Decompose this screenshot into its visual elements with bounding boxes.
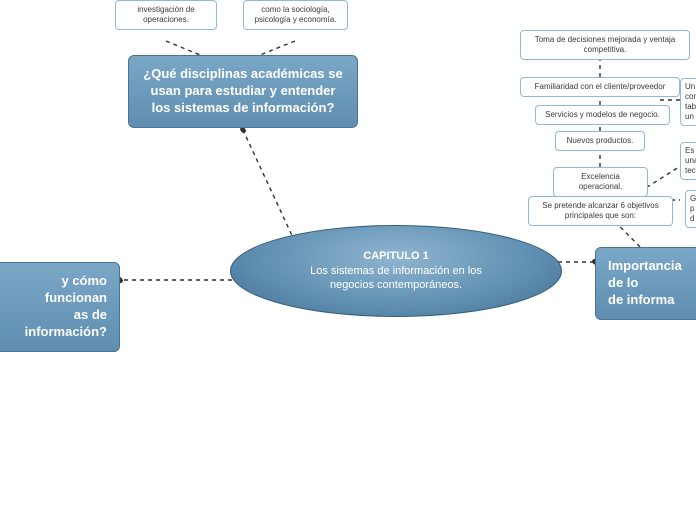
far-right-a[interactable]: Un c com tabl un n: [680, 78, 696, 126]
mindmap-canvas: { "colors": { "blue_box_top": "#7ba7c7",…: [0, 0, 696, 520]
obj-nuevos[interactable]: Nuevos productos.: [555, 131, 645, 151]
center-topic[interactable]: CAPITULO 1 Los sistemas de información e…: [230, 225, 562, 317]
obj-excelencia[interactable]: Excelencia operacional.: [553, 167, 648, 197]
obj-toma[interactable]: Toma de decisiones mejorada y ventaja co…: [520, 30, 690, 60]
disciplines-sub-b[interactable]: como la sociología, psicología y economí…: [243, 0, 348, 30]
center-title: CAPITULO 1: [363, 249, 428, 264]
objectives-intro[interactable]: Se pretende alcanzar 6 objetivos princip…: [528, 196, 673, 226]
branch-right-label: Importancia de lo de informa: [608, 258, 682, 307]
branch-left-partial[interactable]: y cómo funcionan as de información?: [0, 262, 120, 352]
branch-disciplines[interactable]: ¿Qué disciplinas académicas se usan para…: [128, 55, 358, 128]
far-right-c[interactable]: G p d: [685, 190, 696, 228]
branch-left-label: y cómo funcionan as de información?: [25, 273, 107, 339]
center-sub1: Los sistemas de información en los: [310, 264, 482, 279]
center-sub2: negocios contemporáneos.: [330, 278, 462, 293]
obj-servicios[interactable]: Servicios y modelos de negocio.: [535, 105, 670, 125]
obj-familiaridad[interactable]: Familiaridad con el cliente/proveedor: [520, 77, 680, 97]
disciplines-sub-a[interactable]: investigación de operaciones.: [115, 0, 217, 30]
branch-right-partial[interactable]: Importancia de lo de informa: [595, 247, 696, 320]
branch-disciplines-label: ¿Qué disciplinas académicas se usan para…: [143, 66, 342, 115]
far-right-b[interactable]: Es u una tec: [680, 142, 696, 180]
